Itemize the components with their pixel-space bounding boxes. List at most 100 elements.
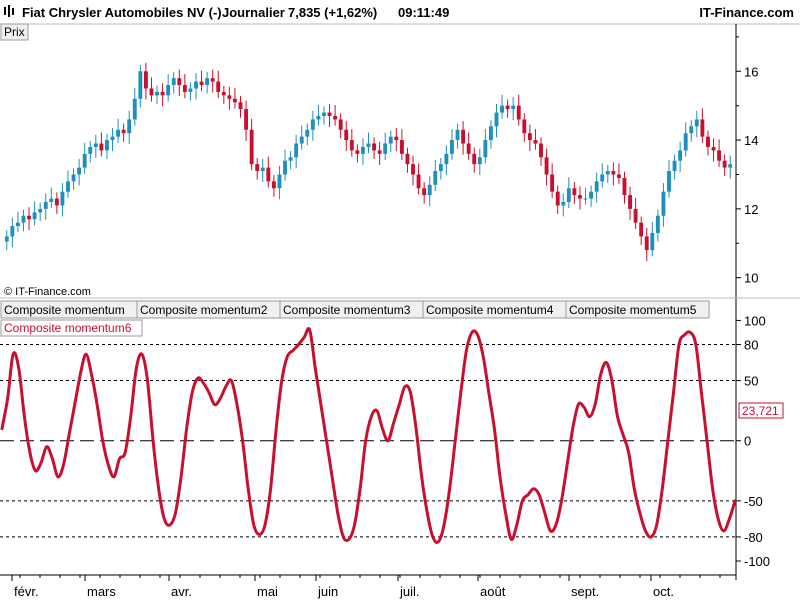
- candle-body: [633, 208, 638, 223]
- candle-body: [71, 174, 76, 182]
- candle-body: [199, 81, 204, 86]
- indicator-tab[interactable]: Composite momentum5: [565, 300, 710, 319]
- price-y-axis: 10 12 14 16: [736, 36, 758, 286]
- indicator-tabs: Composite momentum Composite momentum2 Com…: [0, 300, 710, 337]
- brand-label: IT-Finance.com: [699, 5, 794, 20]
- indicator-tab-bg: [565, 300, 710, 319]
- indicator-tick-label: -100: [744, 554, 770, 569]
- candle-body: [43, 202, 48, 209]
- candle-body: [433, 171, 438, 185]
- candle-body: [205, 78, 210, 86]
- candle-body: [155, 91, 159, 96]
- candle-body: [210, 78, 215, 82]
- candle-body: [628, 195, 632, 209]
- candle-body: [694, 119, 699, 127]
- candle-body: [316, 116, 321, 120]
- candle-body: [377, 150, 382, 154]
- candle-body: [105, 140, 109, 151]
- indicator-grid: [0, 343, 736, 538]
- candle-body: [194, 81, 198, 89]
- candle-body: [594, 181, 599, 192]
- candle-body: [143, 71, 148, 89]
- candle-body: [700, 119, 705, 137]
- indicator-tab-label: Composite momentum4: [426, 303, 554, 317]
- candle-body: [327, 112, 332, 116]
- indicator-tab-label: Composite momentum6: [4, 321, 132, 335]
- candle-body: [667, 171, 671, 192]
- candle-body: [466, 143, 471, 154]
- candle-body: [416, 174, 421, 189]
- candle-body: [116, 129, 121, 137]
- indicator-tab[interactable]: Composite momentum2: [136, 300, 281, 319]
- candle-body: [277, 174, 282, 189]
- candle-body: [711, 146, 716, 151]
- candle-body: [405, 153, 410, 165]
- candle-body: [310, 119, 315, 130]
- candle-body: [477, 157, 482, 165]
- candle-body: [288, 157, 293, 161]
- candle-body: [394, 136, 399, 141]
- candle-body: [717, 150, 722, 161]
- candle-body: [550, 174, 555, 192]
- candle-body: [266, 167, 271, 182]
- indicator-tab-active[interactable]: Composite momentum6: [0, 319, 143, 337]
- price-tick-label: 12: [744, 202, 758, 217]
- price-tab[interactable]: Prix: [0, 23, 29, 41]
- candle-body: [294, 143, 299, 158]
- candle-body: [160, 91, 165, 96]
- candle-body: [650, 232, 655, 251]
- candle-body: [4, 236, 9, 242]
- indicator-tick-label: -80: [744, 530, 763, 545]
- candle-body: [60, 191, 65, 206]
- candle-body: [427, 184, 432, 196]
- candle-body: [661, 191, 666, 216]
- candle-body: [544, 157, 549, 175]
- x-axis: févr. mars avr. mai juin juil. août sept. oct.: [11, 575, 721, 599]
- indicator-tick-label: -50: [744, 494, 763, 509]
- candle-body: [399, 140, 404, 154]
- candle-body: [15, 222, 20, 227]
- indicator-tab[interactable]: Composite momentum3: [279, 300, 424, 319]
- indicator-tick-label: 100: [744, 313, 766, 328]
- candle-body: [572, 188, 577, 196]
- price-tick-label: 10: [744, 271, 758, 286]
- candle-body: [488, 126, 493, 141]
- month-label: févr.: [14, 584, 39, 599]
- candle-body: [38, 208, 43, 213]
- candle-body: [422, 188, 427, 196]
- candle-body: [605, 171, 610, 175]
- candle-body: [132, 98, 137, 120]
- candle-body: [672, 160, 677, 172]
- indicator-tab-bg: [0, 319, 143, 337]
- stock-title: Fiat Chrysler Automobiles NV (-): [22, 5, 222, 20]
- candle-body: [516, 105, 521, 120]
- quote-value: 7,835 (+1,62%): [288, 5, 377, 20]
- candle-body: [372, 143, 377, 151]
- candle-body: [271, 181, 276, 189]
- candle-body: [110, 136, 115, 141]
- candle-body: [622, 177, 627, 196]
- month-label: juin: [317, 584, 338, 599]
- candle-body: [149, 88, 154, 96]
- indicator-tab[interactable]: Composite momentum: [0, 300, 138, 319]
- candle-body: [171, 78, 176, 86]
- quote-time: 09:11:49: [398, 5, 449, 20]
- window-icon: [4, 5, 14, 17]
- candle-body: [27, 215, 31, 220]
- candle-body: [166, 85, 171, 96]
- candle-body: [349, 140, 354, 151]
- candle-body: [438, 164, 443, 172]
- candle-body: [99, 143, 104, 151]
- candle-body: [10, 226, 15, 237]
- candle-body: [578, 195, 582, 199]
- month-label: août: [480, 584, 506, 599]
- candle-body: [678, 150, 683, 161]
- candle-body: [728, 164, 733, 168]
- indicator-tab[interactable]: Composite momentum4: [422, 300, 567, 319]
- indicator-tick-label: 0: [744, 434, 751, 449]
- candle-body: [93, 143, 98, 147]
- candle-body: [182, 85, 187, 92]
- price-tick-label: 14: [744, 133, 758, 148]
- price-panel: Prix 10 12 14 16 © IT-Finance.com: [0, 23, 800, 580]
